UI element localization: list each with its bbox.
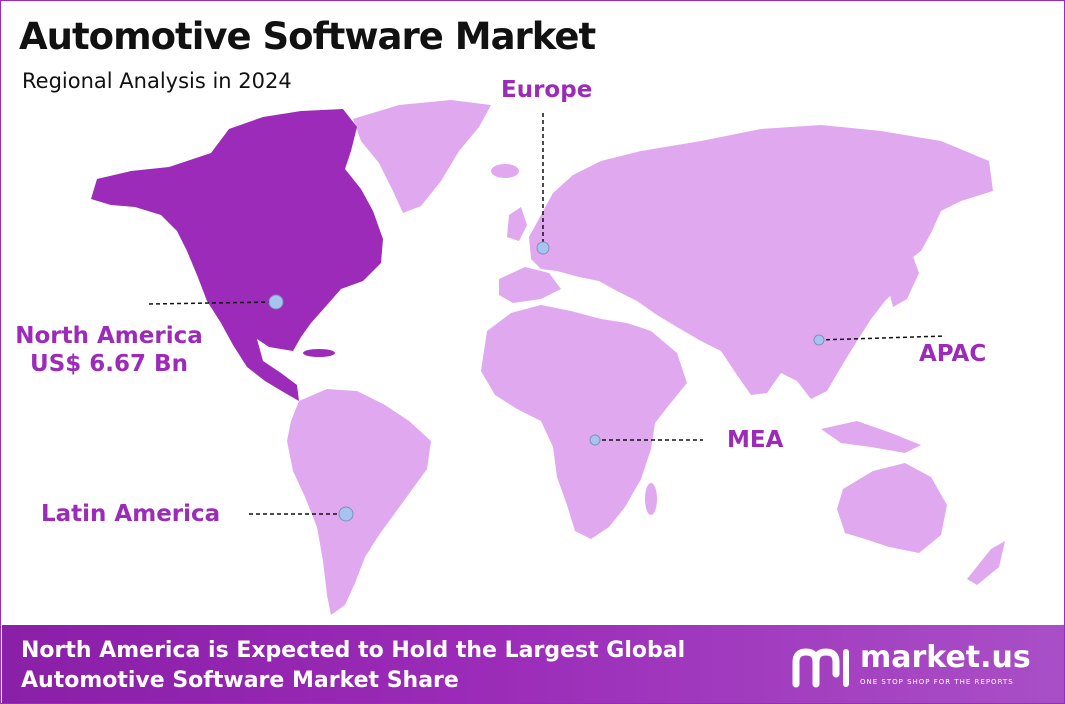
latin-america-marker[interactable] [338,506,354,522]
logo-name: market.us [860,640,1031,675]
footer-banner: North America is Expected to Hold the La… [2,625,1064,703]
region-iceland [491,164,519,178]
region-north-america[interactable] [91,109,383,401]
north-america-label: North America US$ 6.67 Bn [15,323,203,377]
banner-line-2: Automotive Software Market Share [21,668,459,693]
region-greenland [353,100,491,213]
region-new-zealand [967,541,1005,585]
region-uk [507,207,527,241]
logo-tagline: ONE STOP SHOP FOR THE REPORTS [860,678,1014,686]
banner-line-1: North America is Expected to Hold the La… [21,638,686,663]
brand-logo[interactable]: market.us ONE STOP SHOP FOR THE REPORTS [792,640,1042,692]
region-latin-america[interactable] [287,389,431,615]
europe-marker[interactable] [536,241,550,255]
region-japan [889,251,919,307]
mea-label: MEA [727,427,784,453]
europe-label: Europe [501,77,593,103]
north-america-name: North America [15,323,203,349]
apac-marker[interactable] [813,334,825,346]
region-madagascar [645,483,657,515]
region-indonesia [821,421,921,453]
page-title: Automotive Software Market [19,15,596,58]
region-mea[interactable] [481,305,687,539]
page-subtitle: Regional Analysis in 2024 [22,69,292,93]
region-europe[interactable] [529,125,993,399]
latin-america-label: Latin America [41,501,221,527]
apac-leader-line [818,335,946,341]
north-america-value: US$ 6.67 Bn [30,351,188,377]
north-america-leader-line [148,301,276,305]
mea-marker[interactable] [589,434,601,446]
banner-headline: North America is Expected to Hold the La… [21,636,685,696]
region-southern-europe [499,267,561,303]
region-cuba [303,349,335,357]
region-australia [837,463,947,553]
north-america-marker[interactable] [268,294,284,310]
market-us-logo-icon [792,648,849,688]
apac-label: APAC [919,341,987,367]
